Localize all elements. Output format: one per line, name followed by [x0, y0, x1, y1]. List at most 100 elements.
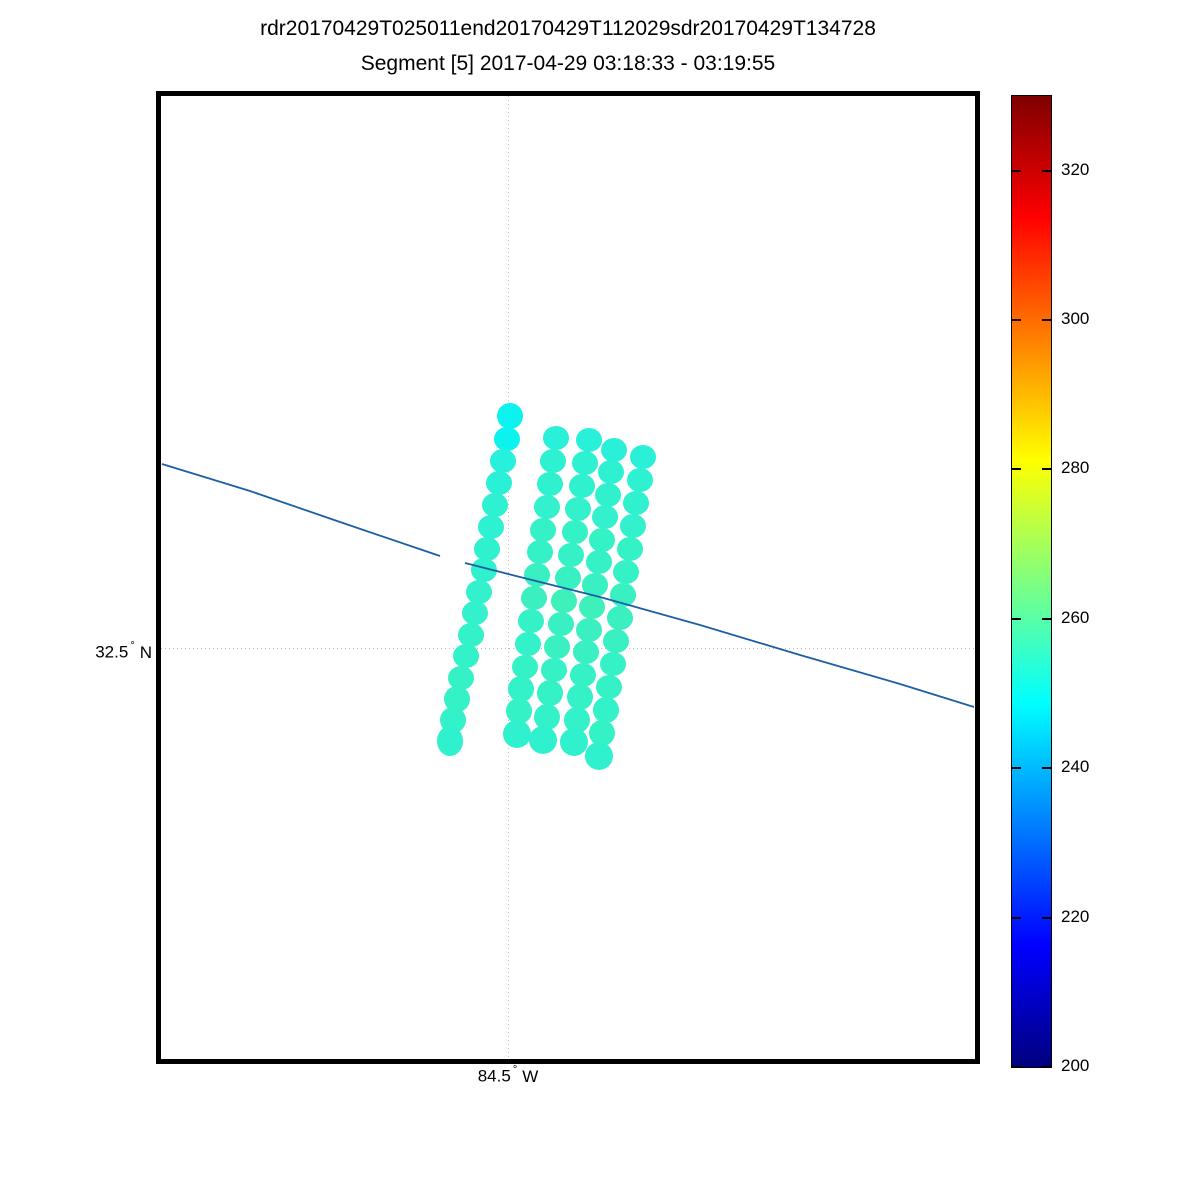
colorbar-tick [1042, 468, 1051, 470]
scatter-point [617, 537, 643, 561]
scatter-point [573, 640, 599, 664]
colorbar-tick [1012, 319, 1021, 321]
colorbar-tick [1042, 767, 1051, 769]
scatter-point [613, 560, 639, 584]
map-plot-area [161, 96, 975, 1059]
longitude-value: 84.5 [477, 1066, 511, 1086]
colorbar-tick [1042, 917, 1051, 919]
latitude-hemisphere: N [139, 642, 152, 662]
colorbar-tick [1012, 767, 1021, 769]
scatter-point [598, 460, 624, 484]
longitude-gridline [508, 96, 509, 1059]
colorbar-tick-label: 240 [1061, 757, 1090, 776]
scatter-point [585, 742, 613, 770]
scatter-point [572, 451, 598, 475]
scatter-point [518, 609, 544, 633]
scatter-point [623, 491, 649, 515]
colorbar [1011, 95, 1052, 1068]
scatter-point [548, 612, 574, 636]
scatter-point [494, 427, 520, 451]
scatter-point [530, 518, 556, 542]
colorbar-tick-label: 300 [1061, 309, 1090, 328]
scatter-point [603, 629, 629, 653]
scatter-point [534, 704, 560, 730]
figure-title: rdr20170429T025011end20170429T112029sdr2… [260, 17, 876, 40]
scatter-point [620, 514, 646, 538]
scatter-point [527, 540, 553, 564]
scatter-point [579, 595, 605, 619]
scatter-point [558, 543, 584, 567]
scatter-point [595, 483, 621, 507]
scatter-point [506, 698, 532, 724]
colorbar-tick-label: 260 [1061, 608, 1090, 627]
scatter-point [627, 468, 653, 492]
scatter-point [570, 663, 596, 687]
colorbar-tick-label: 200 [1061, 1056, 1090, 1075]
scatter-point [567, 684, 593, 710]
scatter-point [562, 520, 588, 544]
scatter-point [565, 497, 591, 521]
scatter-point [630, 445, 656, 469]
scatter-point [589, 528, 615, 552]
trajectory-segment [161, 463, 441, 557]
scatter-point [537, 472, 563, 496]
latitude-value: 32.5 [95, 642, 129, 662]
scatter-point [521, 586, 547, 610]
scatter-point [569, 474, 595, 498]
colorbar-tick [1012, 468, 1021, 470]
colorbar-tick [1042, 170, 1051, 172]
colorbar-tick [1012, 1066, 1021, 1067]
scatter-point [534, 495, 560, 519]
scatter-point [529, 726, 557, 754]
scatter-point [466, 580, 492, 604]
scatter-point [482, 493, 508, 517]
scatter-point [541, 658, 567, 682]
scatter-point [490, 449, 516, 473]
scatter-point [537, 680, 563, 706]
scatter-point [586, 550, 612, 574]
scatter-point [600, 652, 626, 676]
colorbar-tick [1012, 618, 1021, 620]
scatter-point [576, 618, 602, 642]
scatter-point [512, 655, 538, 679]
scatter-point [607, 606, 633, 630]
colorbar-tick [1042, 1066, 1051, 1067]
scatter-point [560, 728, 588, 756]
scatter-point [497, 403, 523, 429]
colorbar-tick-label: 320 [1061, 160, 1090, 179]
colorbar-tick [1012, 170, 1021, 172]
colorbar-tick [1012, 917, 1021, 919]
scatter-point [437, 726, 463, 756]
colorbar-tick [1042, 319, 1051, 321]
degree-symbol: ° [130, 640, 135, 652]
scatter-point [486, 471, 512, 495]
scatter-point [462, 601, 488, 625]
degree-symbol: ° [512, 1064, 518, 1076]
scatter-point [601, 438, 627, 462]
scatter-point [551, 589, 577, 613]
scatter-point [596, 675, 622, 699]
latitude-axis-label: 32.5 ° N [60, 640, 152, 663]
colorbar-tick-label: 280 [1061, 458, 1090, 477]
scatter-point [544, 635, 570, 659]
scatter-point [592, 505, 618, 529]
scatter-point [453, 644, 479, 668]
colorbar-tick [1042, 618, 1051, 620]
scatter-point [478, 515, 504, 539]
scatter-point [508, 676, 534, 702]
scatter-point [593, 697, 619, 723]
scatter-point [589, 720, 615, 746]
colorbar-tick-label: 220 [1061, 907, 1090, 926]
longitude-axis-label: 84.5 ° W [468, 1064, 548, 1087]
scatter-point [515, 632, 541, 656]
scatter-point [543, 426, 569, 450]
scatter-point [503, 720, 531, 748]
longitude-hemisphere: W [522, 1066, 539, 1086]
scatter-point [576, 428, 602, 452]
scatter-point [540, 449, 566, 473]
satellite-track-line [161, 463, 975, 708]
scatter-point [458, 623, 484, 647]
figure-subtitle: Segment [5] 2017-04-29 03:18:33 - 03:19:… [360, 52, 776, 75]
trajectory-segment [464, 562, 975, 708]
